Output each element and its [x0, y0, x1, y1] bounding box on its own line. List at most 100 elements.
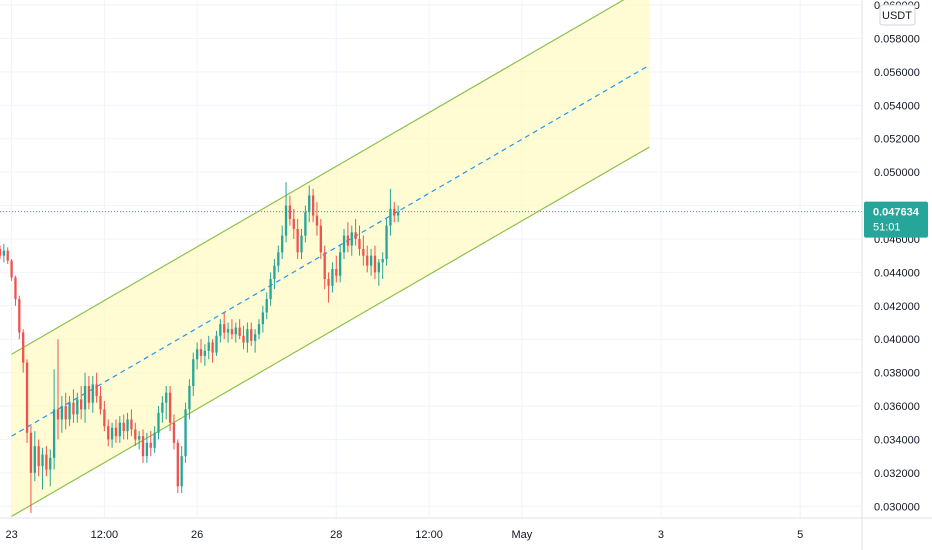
candle	[226, 322, 230, 343]
candle	[0, 245, 2, 259]
candle-body	[184, 409, 187, 457]
candle-body	[64, 406, 67, 420]
candle-body	[281, 235, 284, 253]
candle-body	[87, 385, 91, 403]
candle-body	[284, 205, 288, 236]
candle	[141, 429, 145, 463]
candle	[72, 389, 75, 423]
candle-body	[141, 436, 145, 457]
candle	[308, 185, 311, 223]
candle-body	[10, 260, 13, 278]
candle-body	[366, 255, 369, 266]
candle-body	[45, 454, 48, 470]
candle	[188, 379, 191, 420]
candle	[273, 259, 276, 290]
candle-body	[377, 262, 380, 273]
candle	[29, 426, 33, 513]
y-tick-label: 0.058000	[874, 33, 920, 45]
candle-body	[339, 252, 342, 276]
candle	[60, 396, 64, 433]
candle-body	[327, 279, 330, 286]
candle	[246, 322, 249, 353]
candle-body	[122, 422, 125, 432]
candle-body	[273, 265, 276, 280]
candle-body	[76, 399, 79, 415]
candle	[41, 447, 44, 490]
candle	[335, 255, 338, 283]
candle	[242, 325, 245, 350]
candle-body	[319, 225, 322, 253]
candle-body	[315, 215, 319, 226]
candle	[107, 419, 110, 447]
candle-body	[0, 248, 2, 256]
candle-body	[41, 454, 44, 467]
x-tick-label: 3	[658, 529, 664, 541]
candle-body	[373, 255, 377, 273]
candle	[373, 245, 377, 280]
candle	[304, 205, 307, 243]
candle-body	[18, 299, 21, 333]
candle-body	[137, 436, 141, 440]
candle-body	[389, 208, 392, 226]
y-tick-label: 0.034000	[874, 434, 920, 446]
candle-body	[354, 232, 357, 239]
candle-body	[269, 279, 272, 300]
candle-body	[56, 409, 60, 420]
currency-label: USDT	[882, 10, 912, 22]
candle	[172, 414, 176, 450]
candle-body	[72, 402, 75, 415]
candle-body	[350, 232, 353, 246]
candle	[180, 446, 183, 493]
candle	[126, 412, 129, 440]
candle	[350, 225, 353, 256]
candle-body	[234, 327, 237, 335]
candle	[215, 330, 218, 356]
candle	[346, 222, 350, 253]
candle-body	[130, 419, 133, 430]
candle	[184, 402, 187, 463]
y-tick-label: 0.056000	[874, 67, 920, 79]
candle	[269, 272, 272, 306]
candle-body	[91, 384, 94, 403]
candle-body	[331, 269, 334, 286]
candle-body	[114, 427, 118, 437]
candle	[33, 431, 36, 482]
candle-body	[161, 402, 164, 413]
parallel-channel[interactable]	[11, 0, 650, 517]
candle	[157, 406, 160, 440]
candle-body	[172, 422, 176, 443]
candle	[389, 188, 392, 236]
y-tick-label: 0.042000	[874, 301, 920, 313]
candle	[103, 401, 106, 432]
candle	[362, 235, 365, 266]
candle	[315, 202, 319, 236]
candle	[45, 446, 48, 477]
candle-body	[277, 252, 280, 266]
candle	[265, 292, 268, 320]
candle	[377, 259, 380, 286]
candle	[339, 245, 342, 283]
current-price-tag: 0.047634 51:01	[864, 201, 928, 238]
candle-body	[257, 324, 261, 335]
candle	[238, 319, 241, 340]
currency-badge[interactable]	[879, 4, 916, 26]
candle-body	[180, 456, 183, 487]
candle	[207, 335, 210, 360]
candle	[234, 322, 237, 343]
candle	[366, 245, 369, 273]
candle-body	[25, 362, 29, 433]
candle	[381, 252, 384, 280]
candle-body	[265, 299, 268, 313]
candle-body	[37, 446, 40, 467]
candle-body	[288, 205, 292, 219]
candle-body	[311, 195, 315, 216]
candle-body	[188, 385, 191, 410]
candle-body	[238, 327, 241, 336]
candle	[68, 396, 71, 427]
candle	[288, 195, 292, 226]
candle	[342, 228, 346, 259]
candle-body	[396, 212, 400, 216]
candle	[114, 419, 118, 443]
